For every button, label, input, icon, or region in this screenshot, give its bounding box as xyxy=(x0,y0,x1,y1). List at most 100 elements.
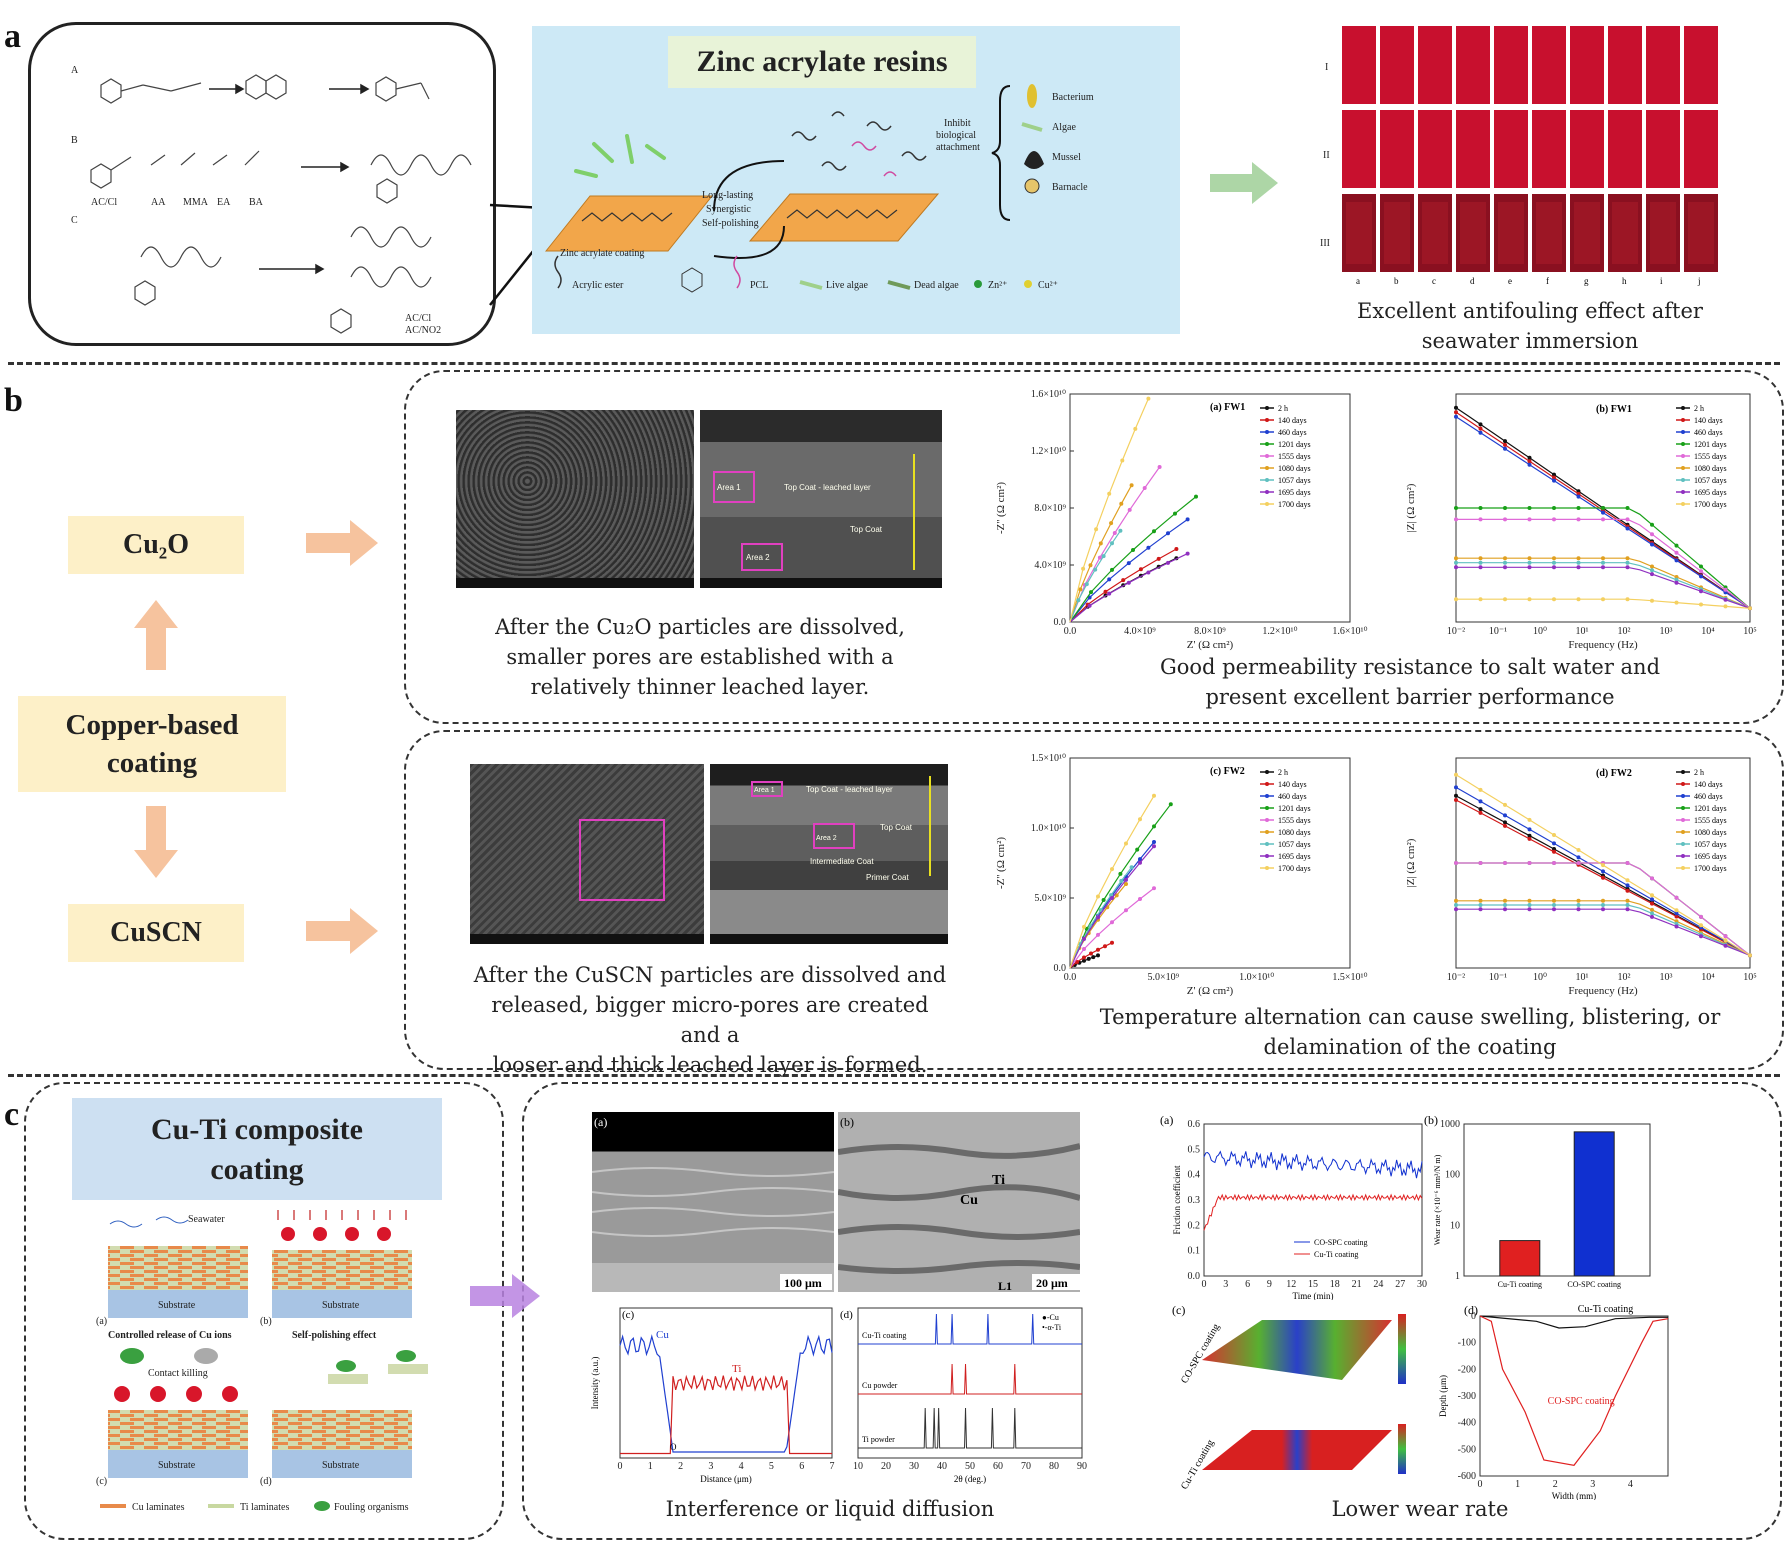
b-top-box xyxy=(404,370,1784,724)
bode-point-8-6 xyxy=(1527,817,1532,822)
bode-xtick: 10³ xyxy=(1660,626,1673,637)
test-panel-1-4 xyxy=(1494,110,1528,188)
bode-point-7-4 xyxy=(1503,565,1507,570)
legend-marker-5 xyxy=(1681,466,1685,470)
bode-xtick: 10¹ xyxy=(1576,626,1589,637)
bode-point-2-14 xyxy=(1625,526,1630,531)
bode-point-6-14 xyxy=(1625,903,1630,907)
eds-xtick: 7 xyxy=(830,1461,835,1472)
bode-point-8-8 xyxy=(1552,833,1556,837)
legend-text-7: 1695 days xyxy=(1278,852,1311,861)
bode-point-1-0 xyxy=(1454,410,1458,415)
sem-bot-primer: Primer Coat xyxy=(866,873,909,882)
bode-point-8-0 xyxy=(1454,597,1458,602)
legend-marker-3 xyxy=(1681,806,1685,810)
nyquist-point-3-3 xyxy=(1118,871,1123,876)
legend-marker-7 xyxy=(1681,490,1685,494)
bode-point-4-4 xyxy=(1503,517,1507,522)
acrylic-ester-icon xyxy=(554,255,562,289)
eds-xtick: 3 xyxy=(708,1461,713,1472)
bode-xtick: 10⁵ xyxy=(1743,972,1757,983)
xrd-xtick: 80 xyxy=(1049,1461,1059,1472)
legend-text-6: 1057 days xyxy=(1278,476,1311,485)
legend-marker-1 xyxy=(1681,418,1685,422)
fouled-panel-8 xyxy=(1650,202,1676,264)
bode-ylabel: |Z| (Ω cm²) xyxy=(1405,483,1417,532)
bode-xtick: 10⁰ xyxy=(1533,972,1547,983)
test-panel-1-6 xyxy=(1570,110,1604,188)
cu-ti-mechanism: Seawater Substrate (a) Substrate (b) Con… xyxy=(96,1210,428,1513)
sem-cu-ti-cross-section: (a) 100 μm xyxy=(592,1112,834,1292)
legend-marker-1 xyxy=(1265,782,1269,786)
bode-point-5-2 xyxy=(1478,556,1483,561)
cu-ti-title-line1: Cu-Ti composite xyxy=(151,1113,363,1146)
bode-point-4-2 xyxy=(1478,517,1483,522)
friction-ytick: 0.5 xyxy=(1188,1144,1201,1155)
profile-ytick: -300 xyxy=(1458,1391,1476,1402)
bode-point-1-2 xyxy=(1478,810,1483,815)
dead-organism-icon xyxy=(194,1348,218,1364)
test-panel-1-0 xyxy=(1342,110,1376,188)
fouled-panel-5 xyxy=(1536,202,1562,264)
bode-point-7-8 xyxy=(1552,907,1556,912)
profile-ytick: -400 xyxy=(1458,1418,1476,1429)
legend-marker-2 xyxy=(1265,430,1269,434)
bode-point-3-20 xyxy=(1699,564,1703,569)
bode-point-2-10 xyxy=(1576,494,1581,499)
profile-ytick: 0 xyxy=(1471,1311,1476,1322)
profile-ytick: -500 xyxy=(1458,1444,1476,1455)
nyquist-point-0-1 xyxy=(1072,963,1077,967)
fouled-panel-1 xyxy=(1384,202,1410,264)
nyquist-point-2-6 xyxy=(1152,840,1156,844)
nyquist-point-4-3 xyxy=(1110,920,1114,925)
nyquist-point-7-1 xyxy=(1087,603,1092,608)
nyquist-point-6-5 xyxy=(1119,878,1124,883)
bode-point-8-4 xyxy=(1503,802,1507,807)
antifouling-caption: Excellent antifouling effect after seawa… xyxy=(1330,296,1730,356)
substrate-label-d: Substrate xyxy=(322,1460,360,1471)
bode-point-1-18 xyxy=(1674,914,1679,919)
bode-point-8-12 xyxy=(1601,597,1605,602)
bode-point-3-16 xyxy=(1650,522,1654,527)
bode-point-8-6 xyxy=(1527,597,1532,602)
sem-c-tag-a: (a) xyxy=(594,1115,607,1129)
xtick-label: 1.0×10¹⁰ xyxy=(1239,972,1274,983)
nyquist-point-3-3 xyxy=(1131,548,1135,552)
xtick-label: 1.6×10¹⁰ xyxy=(1332,626,1367,637)
bode-point-5-14 xyxy=(1625,898,1630,903)
monomer-icon xyxy=(681,267,703,293)
legend-marker-3 xyxy=(1265,442,1269,446)
legend-text-4: 1555 days xyxy=(1278,816,1311,825)
sem-cu2o-cross-section: Area 1 Top Coat - leached layer Top Coat… xyxy=(700,410,942,588)
test-panel-1-7 xyxy=(1608,110,1642,188)
nyquist-point-1-4 xyxy=(1096,947,1100,952)
bode-xlabel: Frequency (Hz) xyxy=(1568,639,1638,651)
legend-text-0: 2 h xyxy=(1278,768,1288,777)
nyquist-point-5-6 xyxy=(1129,483,1134,488)
plot-title: (c) FW2 xyxy=(1210,766,1245,777)
friction-xtick: 6 xyxy=(1245,1279,1250,1290)
legend-text-8: 1700 days xyxy=(1278,864,1311,873)
legend-marker-0 xyxy=(1265,770,1269,774)
bode-point-2-18 xyxy=(1674,558,1679,563)
nyquist-point-1-1 xyxy=(1075,960,1079,964)
legend-marker-7 xyxy=(1681,854,1685,858)
ytick-label: 4.0×10⁹ xyxy=(1034,560,1066,571)
xrd-pattern-2 xyxy=(858,1407,1082,1449)
bode-point-7-2 xyxy=(1478,907,1483,912)
profile-label-cu-ti: Cu-Ti coating xyxy=(1578,1304,1633,1315)
legend-pcl: PCL xyxy=(750,280,768,291)
bode-point-0-6 xyxy=(1527,833,1532,838)
release-label: Controlled release of Cu ions xyxy=(108,1330,232,1341)
nyquist-point-4-1 xyxy=(1082,947,1086,951)
nyquist-point-8-4 xyxy=(1124,841,1128,846)
bode-point-6-2 xyxy=(1478,903,1483,907)
xrd-label-0: Cu-Ti coating xyxy=(862,1331,906,1340)
panel-letter-a: a xyxy=(4,18,21,55)
bode-point-7-22 xyxy=(1723,597,1728,602)
legend-marker-2 xyxy=(1265,794,1269,798)
legend-marker-5 xyxy=(1265,830,1269,834)
legend-text-1: 140 days xyxy=(1278,780,1307,789)
fouling-swatch xyxy=(314,1501,330,1511)
profile-xlabel: Width (mm) xyxy=(1552,1491,1596,1500)
